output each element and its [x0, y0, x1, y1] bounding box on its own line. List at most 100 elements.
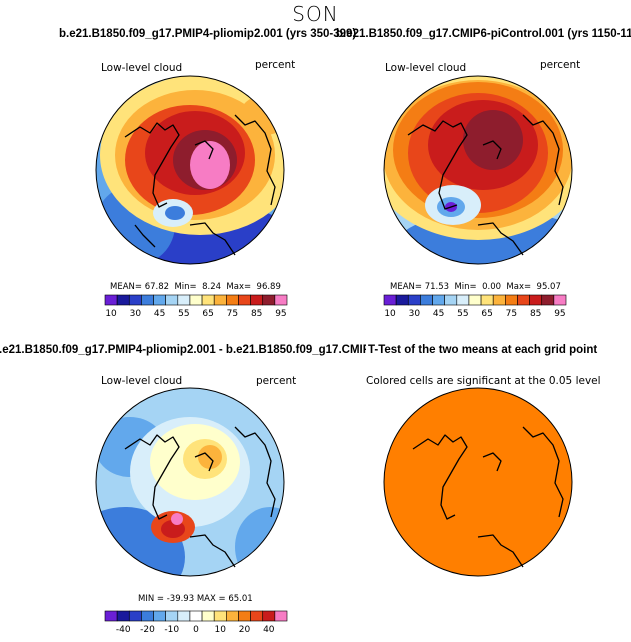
- p3-coastlines: [124, 426, 276, 568]
- p2-colorbar-swatch: [541, 294, 555, 306]
- p2-colorbar-swatch: [395, 294, 409, 306]
- p1-min-value: 8.24: [202, 282, 222, 292]
- p2-min-label: Min=: [454, 282, 477, 292]
- p3-colorbar-swatch: [141, 610, 154, 622]
- p2-max-value: 95.07: [536, 282, 561, 292]
- p3-colorbar-swatch: [177, 610, 191, 622]
- p1-map-boundary: [95, 75, 285, 265]
- p2-colorbar-tick-label: 85: [530, 309, 541, 319]
- p3-colorbar-swatch: [213, 610, 227, 622]
- figure-title: SON: [292, 2, 339, 26]
- p2-colorbar-swatch: [553, 294, 567, 306]
- p1-colorbar-tick-label: 95: [275, 309, 286, 319]
- panel3-left-label: Low-level cloud: [101, 375, 183, 387]
- p3-colorbar-tick-label: 40: [263, 625, 275, 635]
- panel3-map: [95, 387, 285, 577]
- panel2-left-label: Low-level cloud: [385, 62, 467, 74]
- p1-colorbar-tick-label: 65: [202, 309, 213, 319]
- p1-colorbar-swatch: [262, 294, 276, 306]
- p2-colorbar-tick-label: 95: [554, 309, 565, 319]
- p1-colorbar-swatch: [226, 294, 239, 306]
- p3-colorbar-tick-label: -10: [164, 625, 179, 635]
- p3-colorbar-swatch: [226, 610, 239, 622]
- p3-colorbar-swatch: [128, 610, 142, 622]
- p3-colorbar-tick-label: 20: [239, 625, 251, 635]
- p3-max-core: [171, 513, 183, 525]
- p2-colorbar-swatch: [468, 294, 482, 306]
- p1-colorbar-swatch: [153, 294, 166, 306]
- panel1-left-label: Low-level cloud: [101, 62, 183, 74]
- p2-map-boundary: [383, 75, 573, 265]
- p1-colorbar-swatch: [189, 294, 203, 306]
- p1-colorbar-swatch: [141, 294, 154, 306]
- p3-colorbar-swatch: [250, 610, 264, 622]
- panel2-stats: MEAN= 71.53 Min= 0.00 Max= 95.07: [390, 282, 561, 292]
- p2-colorbar-swatch: [492, 294, 506, 306]
- p1-colorbar-tick-label: 55: [178, 309, 189, 319]
- p1-colorbar-tick-label: 75: [227, 309, 238, 319]
- p2-colorbar-tick-label: 10: [384, 309, 396, 319]
- p3-colorbar-tick-label: 0: [193, 625, 199, 635]
- panel1-colorbar: 10 30 45 55 65 75 85 95: [104, 294, 288, 319]
- p2-colorbar-swatch: [517, 294, 530, 306]
- p3-colorbar-swatch: [153, 610, 166, 622]
- p1-colorbar-swatch: [213, 294, 227, 306]
- p1-colorbar-swatch: [238, 294, 251, 306]
- p3-pos-core: [198, 445, 222, 469]
- panel3-stats: MIN = -39.93 MAX = 65.01: [138, 594, 253, 604]
- p3-colorbar-tick-label: -20: [140, 625, 155, 635]
- panel2-right-label: percent: [540, 59, 581, 71]
- panel1-stats: MEAN= 67.82 Min= 8.24 Max= 96.89: [110, 282, 281, 292]
- p3-colorbar-tick-label: 10: [215, 625, 227, 635]
- p2-colorbar-swatch: [420, 294, 433, 306]
- panel1-map: [95, 75, 285, 265]
- panel3-right-label: percent: [256, 375, 297, 387]
- p1-colorbar-swatch: [201, 294, 215, 306]
- p2-colorbar-tick-label: 65: [481, 309, 492, 319]
- p1-lowcloud-core: [165, 206, 185, 220]
- p2-colorbar-swatch: [407, 294, 421, 306]
- p2-colorbar-swatch: [505, 294, 518, 306]
- p1-colorbar-tick-label: 30: [130, 309, 142, 319]
- p3-colorbar-swatch: [201, 610, 215, 622]
- p1-colorbar-swatch: [177, 294, 191, 306]
- p1-pink-core: [190, 141, 230, 189]
- p1-colorbar-swatch: [128, 294, 142, 306]
- p3-colorbar-swatch: [165, 610, 179, 622]
- p1-mean-label: MEAN=: [110, 282, 142, 292]
- p2-mean-value: 71.53: [424, 282, 450, 292]
- p2-colorbar-tick-label: 75: [506, 309, 517, 319]
- p2-max-core: [463, 110, 523, 170]
- panel1-right-label: percent: [255, 59, 296, 71]
- p1-coastlines: [124, 114, 276, 256]
- panel3-title: b.e21.B1850.f09_g17.PMIP4-pliomip2.001 -…: [0, 344, 455, 356]
- p1-mean-value: 67.82: [144, 282, 170, 292]
- p2-max-label: Max=: [506, 282, 532, 292]
- panel1-title: b.e21.B1850.f09_g17.PMIP4-pliomip2.001 (…: [59, 28, 357, 40]
- p1-colorbar-swatch: [165, 294, 179, 306]
- p4-significance-field: [383, 387, 573, 577]
- p2-colorbar-swatch: [383, 294, 397, 306]
- p1-colorbar-tick-label: 45: [154, 309, 165, 319]
- panel4-left-label: Colored cells are significant at the 0.0…: [366, 375, 601, 387]
- p3-colorbar-swatch: [274, 610, 288, 622]
- p2-coastlines: [407, 114, 564, 256]
- p1-colorbar-tick-label: 10: [105, 309, 117, 319]
- p2-colorbar-tick-label: 55: [457, 309, 468, 319]
- p1-colorbar-swatch: [250, 294, 264, 306]
- p3-colorbar-tick-label: -40: [116, 625, 131, 635]
- p2-colorbar-swatch: [529, 294, 543, 306]
- panel2-map: [383, 75, 573, 265]
- p3-map-boundary: [95, 387, 285, 577]
- p1-colorbar-swatch: [104, 294, 118, 306]
- p1-colorbar-tick-label: 85: [251, 309, 262, 319]
- p2-colorbar-swatch: [480, 294, 494, 306]
- panel2-colorbar: 10 30 45 55 65 75 85 95: [383, 294, 567, 319]
- p2-min-value: 0.00: [482, 282, 502, 292]
- p2-colorbar-tick-label: 45: [433, 309, 444, 319]
- p1-colorbar-swatch: [116, 294, 130, 306]
- p1-max-value: 96.89: [256, 282, 281, 292]
- p1-colorbar-swatch: [274, 294, 288, 306]
- p1-min-label: Min=: [174, 282, 197, 292]
- p4-coastlines: [412, 426, 564, 568]
